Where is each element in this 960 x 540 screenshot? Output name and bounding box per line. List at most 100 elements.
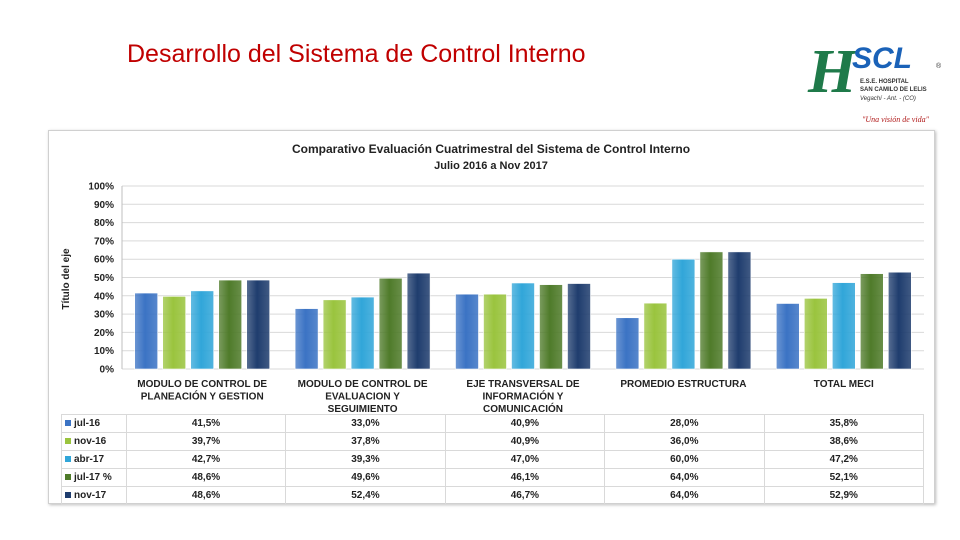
legend-label: nov-16 xyxy=(74,436,107,447)
bar-abr-17-1 xyxy=(350,296,375,370)
table-cell: 28,0% xyxy=(604,414,765,433)
table-cell: 46,1% xyxy=(444,468,606,487)
y-tick-label: 80% xyxy=(94,218,114,229)
legend-cell: abr-17 xyxy=(61,450,127,469)
bar-jul-17-4 xyxy=(859,273,884,370)
slide-title: Desarrollo del Sistema de Control Intern… xyxy=(127,40,586,68)
chart-panel: Comparativo Evaluación Cuatrimestral del… xyxy=(48,130,935,505)
bar-abr-17-3 xyxy=(671,258,696,370)
bar-nov-16-0 xyxy=(162,296,186,370)
table-cell: 60,0% xyxy=(604,450,765,469)
y-tick-label: 40% xyxy=(94,291,114,302)
table-cell: 48,6% xyxy=(125,486,287,505)
table-cell: 49,6% xyxy=(285,468,446,487)
legend-label: nov-17 xyxy=(74,490,107,501)
category-label: MODULO DE CONTROL DE EVALUACION Y SEGUIMIE… xyxy=(298,379,428,415)
table-cell: 33,0% xyxy=(285,414,446,433)
table-cell: 47,2% xyxy=(763,450,925,469)
bar-nov-16-3 xyxy=(643,302,668,370)
table-cell: 64,0% xyxy=(604,486,765,505)
table-cell: 46,7% xyxy=(444,486,606,505)
table-row: jul-16 41,5% 33,0% 40,9% 28,0% 35,8% xyxy=(61,414,925,433)
logo-letters: SCL xyxy=(852,42,912,75)
chart-subtitle: Julio 2016 a Nov 2017 xyxy=(434,160,548,172)
bar-jul-16-3 xyxy=(615,317,640,370)
y-tick-label: 50% xyxy=(94,273,114,284)
table-cell: 39,7% xyxy=(125,432,287,451)
table-cell: 47,0% xyxy=(444,450,606,469)
legend-label: jul-17 % xyxy=(74,472,112,483)
category-label: MODULO DE CONTROL DE PLANEACIÓN Y GESTION xyxy=(137,379,267,403)
bar-jul-17-0 xyxy=(218,279,242,370)
bar-abr-17-0 xyxy=(190,290,214,370)
category-label: EJE TRANSVERSAL DE INFORMACIÓN Y COMUNICAC… xyxy=(466,379,580,415)
logo-line3: Vegachí - Ant. - (CO) xyxy=(860,96,916,102)
bar-nov-16-4 xyxy=(803,298,828,370)
legend-cell: jul-17 % xyxy=(61,468,127,487)
bar-nov-17-0 xyxy=(246,279,270,370)
data-table: jul-16 41,5% 33,0% 40,9% 28,0% 35,8% nov-16 39,… xyxy=(61,414,925,505)
table-cell: 37,8% xyxy=(285,432,446,451)
legend-swatch xyxy=(65,456,71,463)
bar-nov-17-3 xyxy=(727,251,752,370)
y-tick-label: 20% xyxy=(94,328,114,339)
chart-title: Comparativo Evaluación Cuatrimestral del… xyxy=(292,142,690,156)
table-row: abr-17 42,7% 39,3% 47,0% 60,0% 47,2% xyxy=(61,450,925,469)
table-cell: 41,5% xyxy=(125,414,287,433)
table-cell: 40,9% xyxy=(444,414,606,433)
bar-jul-17-2 xyxy=(539,284,563,370)
hospital-logo: H SCL ® E.S.E. HOSPITAL SAN CAMILO DE LE… xyxy=(806,28,948,126)
table-cell: 52,4% xyxy=(285,486,446,505)
y-axis-label: Título del eje xyxy=(61,248,72,310)
legend-cell: jul-16 xyxy=(61,414,127,433)
table-cell: 64,0% xyxy=(604,468,765,487)
table-cell: 52,9% xyxy=(763,486,925,505)
bar-nov-16-2 xyxy=(483,293,507,370)
y-tick-label: 100% xyxy=(88,182,114,193)
y-tick-label: 60% xyxy=(94,255,114,266)
bar-nov-17-4 xyxy=(887,271,912,370)
logo-line2: SAN CAMILO DE LELIS xyxy=(860,87,927,93)
bar-nov-17-1 xyxy=(406,272,431,370)
table-cell: 42,7% xyxy=(125,450,287,469)
bar-jul-16-4 xyxy=(775,303,800,370)
category-label: PROMEDIO ESTRUCTURA xyxy=(620,379,746,390)
logo-h-letter: H xyxy=(807,38,858,106)
table-row: nov-17 48,6% 52,4% 46,7% 64,0% 52,9% xyxy=(61,486,925,505)
legend-cell: nov-17 xyxy=(61,486,127,505)
bar-jul-16-2 xyxy=(455,293,479,370)
legend-swatch xyxy=(65,492,71,499)
table-cell: 35,8% xyxy=(763,414,925,433)
table-cell: 52,1% xyxy=(763,468,925,487)
y-tick-label: 0% xyxy=(100,365,115,376)
legend-label: jul-16 xyxy=(74,418,101,429)
table-row: nov-16 39,7% 37,8% 40,9% 36,0% 38,6% xyxy=(61,432,925,451)
bar-abr-17-4 xyxy=(831,282,856,370)
table-cell: 40,9% xyxy=(444,432,606,451)
bar-jul-17-3 xyxy=(699,251,724,370)
bar-jul-17-1 xyxy=(378,277,403,370)
bar-chart: Comparativo Evaluación Cuatrimestral del… xyxy=(61,142,924,415)
bar-jul-16-1 xyxy=(294,308,319,370)
bar-abr-17-2 xyxy=(511,282,535,370)
legend-cell: nov-16 xyxy=(61,432,127,451)
y-tick-label: 70% xyxy=(94,236,114,247)
bar-nov-17-2 xyxy=(567,283,591,370)
bar-nov-16-1 xyxy=(322,299,347,370)
table-row: jul-17 % 48,6% 49,6% 46,1% 64,0% 52,1% xyxy=(61,468,925,487)
legend-label: abr-17 xyxy=(74,454,105,465)
logo-line1: E.S.E. HOSPITAL xyxy=(860,79,909,85)
table-cell: 48,6% xyxy=(125,468,287,487)
legend-swatch xyxy=(65,474,71,481)
category-label: TOTAL MECI xyxy=(814,379,874,390)
logo-slogan: "Una visión de vida" xyxy=(862,115,930,124)
y-tick-label: 90% xyxy=(94,200,114,211)
table-cell: 38,6% xyxy=(763,432,925,451)
logo-registered: ® xyxy=(936,62,942,70)
y-tick-label: 30% xyxy=(94,310,114,321)
table-cell: 39,3% xyxy=(285,450,446,469)
bar-jul-16-0 xyxy=(134,292,158,370)
y-tick-label: 10% xyxy=(94,346,114,357)
table-cell: 36,0% xyxy=(604,432,765,451)
legend-swatch xyxy=(65,420,71,427)
